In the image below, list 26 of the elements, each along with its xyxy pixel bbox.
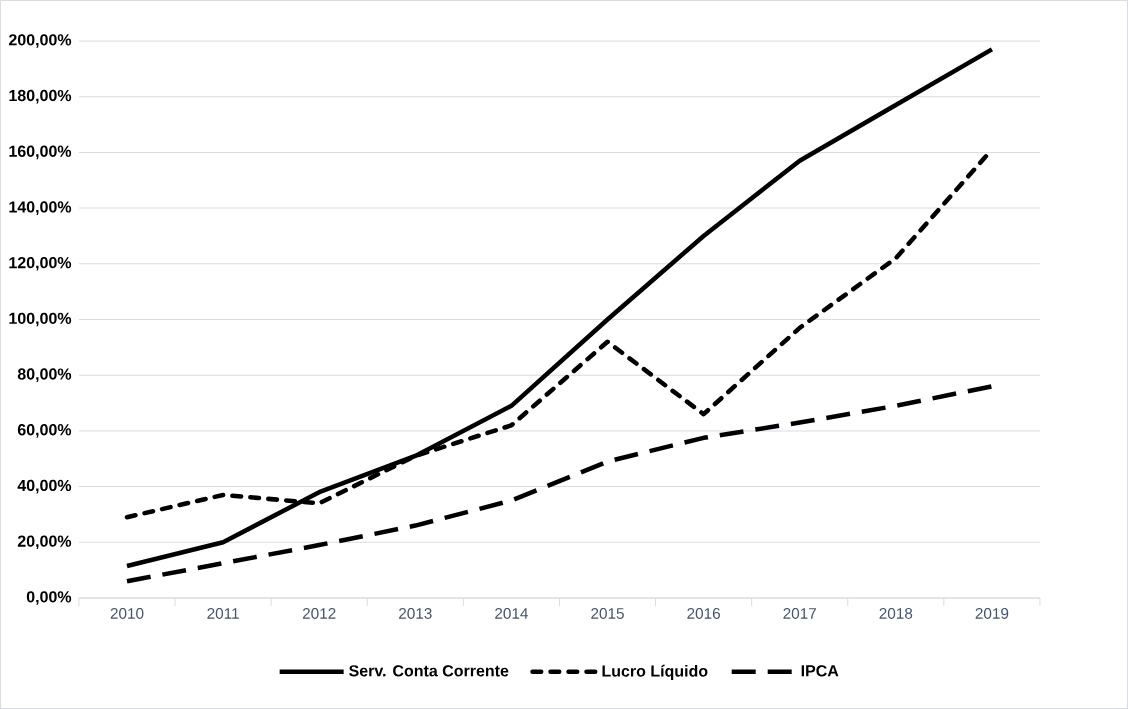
x-tick-label: 2018	[879, 608, 913, 619]
y-tick-label: 80,00%	[17, 368, 72, 382]
x-tick-label: 2011	[207, 608, 239, 619]
x-tick-label: 2010	[110, 608, 144, 619]
x-tick-label: 2017	[783, 608, 816, 619]
y-tick-label: 180,00%	[9, 89, 72, 104]
y-tick-label: 60,00%	[17, 424, 72, 438]
x-tick-label: 2013	[399, 608, 432, 619]
legend-label: Lucro Líquido	[602, 664, 708, 680]
x-tick-label: 2019	[975, 608, 1009, 619]
x-tick-label: 2015	[591, 608, 624, 619]
y-tick-label: 20,00%	[17, 535, 72, 550]
line-series	[124, 47, 995, 569]
y-tick-label: 0,00%	[26, 591, 72, 605]
legend-label: Serv. Conta Corrente	[349, 665, 509, 677]
y-tick-label: 160,00%	[9, 145, 72, 160]
y-tick-label: 100,00%	[9, 312, 72, 327]
x-tick-label: 2012	[302, 608, 336, 619]
y-tick-label: 40,00%	[17, 479, 72, 494]
x-tick-label: 2014	[495, 608, 528, 619]
y-tick-label: 200,00%	[8, 34, 72, 48]
legend-label: IPCA	[801, 665, 839, 677]
line-series	[124, 384, 995, 584]
y-tick-label: 140,00%	[9, 201, 72, 215]
x-tick-label: 2016	[687, 608, 720, 619]
y-tick-label: 120,00%	[9, 256, 72, 271]
